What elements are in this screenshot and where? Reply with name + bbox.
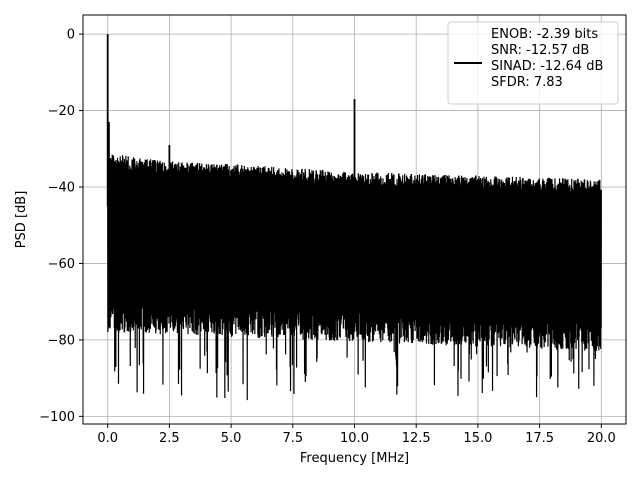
x-tick-label: 12.5 — [402, 431, 431, 446]
x-tick-label: 0.0 — [97, 431, 118, 446]
y-tick-label: 0 — [67, 28, 75, 43]
x-tick-label: 20.0 — [587, 431, 616, 446]
y-tick-label: −60 — [48, 257, 75, 272]
legend-entry: ENOB: -2.39 bits — [491, 27, 598, 42]
y-tick-label: −80 — [48, 333, 75, 348]
x-tick-label: 10.0 — [340, 431, 369, 446]
x-tick-label: 15.0 — [463, 431, 492, 446]
legend-box — [447, 21, 619, 105]
y-axis: 0 −20 −40 −60 −80 −100 — [39, 28, 83, 425]
legend-entry: SINAD: -12.64 dB — [491, 59, 603, 74]
x-tick-label: 17.5 — [525, 431, 554, 446]
legend-entry: SFDR: 7.83 — [491, 75, 563, 90]
y-axis-label: PSD [dB] — [14, 191, 29, 249]
y-tick-label: −40 — [48, 181, 75, 196]
y-tick-label: −20 — [48, 104, 75, 119]
legend-entry: SNR: -12.57 dB — [491, 43, 589, 58]
x-tick-label: 7.5 — [282, 431, 303, 446]
y-tick-label: −100 — [39, 410, 75, 425]
x-axis-label: Frequency [MHz] — [300, 451, 409, 466]
x-axis: 0.0 2.5 5.0 7.5 10.0 12.5 15.0 17.5 20.0 — [97, 424, 616, 446]
plot-area — [106, 34, 602, 401]
x-tick-label: 5.0 — [221, 431, 242, 446]
x-tick-label: 2.5 — [159, 431, 180, 446]
